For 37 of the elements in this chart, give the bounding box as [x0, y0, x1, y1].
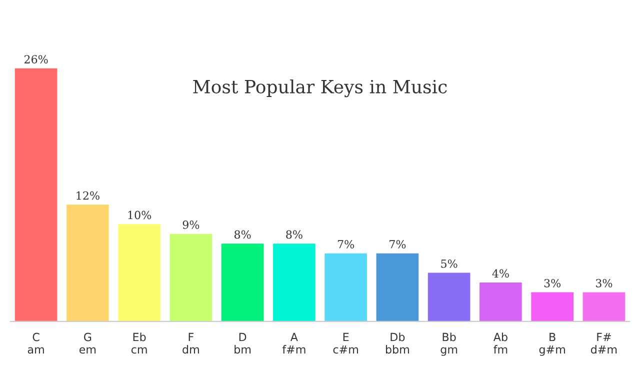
data-label: 26% [24, 55, 48, 64]
data-label: 8% [286, 230, 302, 239]
bar [531, 292, 574, 322]
data-label: 12% [76, 191, 100, 200]
data-label: 10% [128, 210, 152, 220]
data-label: 7% [390, 240, 406, 248]
bar [324, 253, 367, 322]
x-tick-label: D bm [234, 332, 251, 354]
x-tick-label: F dm [182, 332, 199, 354]
x-tick-label: B g#m [539, 332, 565, 356]
bar [118, 224, 160, 322]
x-tick-label: C am [28, 332, 44, 354]
x-tick-label: F# d#m [590, 332, 617, 354]
x-tick-label: G em [79, 332, 96, 354]
data-label: 8% [234, 230, 251, 239]
data-label: 3% [596, 278, 612, 288]
x-tick-label: Ab fm [493, 332, 508, 354]
bar [221, 244, 264, 322]
x-tick-label: E c#m [333, 332, 358, 354]
bar [14, 68, 58, 322]
bar [480, 282, 522, 322]
bar [273, 244, 316, 322]
data-label: 4% [492, 269, 509, 278]
x-tick-label: Eb cm [131, 332, 147, 354]
x-tick-label: Db bbm [386, 332, 409, 354]
data-label: 7% [338, 240, 354, 248]
bar [582, 292, 626, 322]
data-label: 5% [441, 259, 458, 268]
bar [170, 234, 212, 322]
bar [66, 204, 109, 322]
bar [428, 272, 470, 322]
bar [376, 253, 419, 322]
data-label: 9% [182, 220, 200, 229]
x-tick-label: Bb gm [440, 332, 458, 356]
text: Most Popular Keys in Music [193, 79, 447, 98]
data-label: 3% [544, 278, 561, 288]
x-tick-label: A f#m [282, 332, 306, 354]
